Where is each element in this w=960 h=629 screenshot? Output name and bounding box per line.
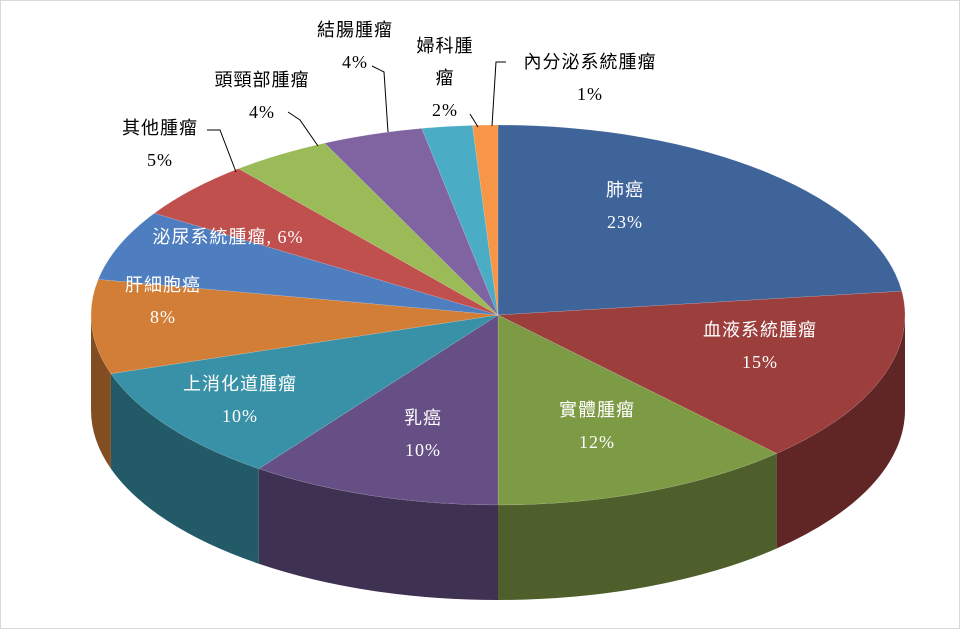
label-value: 12% — [579, 432, 615, 452]
data-label: 肝細胞癌 8% — [125, 269, 201, 333]
slice-side — [258, 468, 498, 600]
slice-top — [421, 125, 499, 316]
data-label: 血液系統腫瘤 15% — [703, 314, 817, 378]
slice-top — [110, 314, 499, 469]
data-label: 實體腫瘤 12% — [559, 394, 635, 458]
data-label: 泌尿系統腫瘤, 6% — [153, 221, 304, 253]
label-name: 結腸腫瘤 — [317, 20, 393, 40]
label-value: 6% — [277, 227, 304, 247]
label-value: 23% — [607, 212, 643, 232]
data-label: 頭頸部腫瘤 4% — [215, 64, 310, 128]
pie-slice — [497, 124, 903, 316]
slice-top — [153, 168, 499, 316]
slice-top — [497, 290, 906, 454]
data-label: 上消化道腫瘤 10% — [183, 368, 297, 432]
pie-slice — [97, 212, 499, 316]
leader-line — [371, 65, 389, 133]
slice-top — [97, 212, 499, 316]
pie-slice — [110, 314, 499, 564]
pie-slice — [237, 142, 499, 316]
label-name: 血液系統腫瘤 — [703, 320, 817, 340]
pie-slice — [497, 290, 906, 549]
data-label: 肺癌 23% — [606, 174, 644, 238]
pie-slice — [258, 314, 499, 600]
slice-top — [237, 142, 499, 316]
label-name: 內分泌系統腫瘤 — [523, 52, 657, 72]
label-value: 10% — [222, 406, 258, 426]
slice-top — [497, 314, 778, 506]
label-value: 5% — [147, 150, 173, 170]
pie-slice — [497, 314, 778, 600]
label-name: 泌尿系統腫瘤 — [152, 227, 267, 247]
slice-side — [110, 373, 259, 564]
slice-side — [498, 453, 777, 600]
slice-top — [90, 279, 499, 374]
slice-side — [91, 315, 111, 469]
data-label: 其他腫瘤 5% — [122, 112, 198, 176]
pie-slice — [90, 279, 499, 469]
slice-top — [258, 314, 499, 506]
label-name: 上消化道腫瘤 — [183, 374, 297, 394]
slice-top — [324, 128, 499, 316]
leader-line — [491, 61, 506, 127]
pie-slice — [421, 125, 499, 316]
data-label: 婦科腫瘤 2% — [412, 30, 478, 126]
pie-slice — [153, 168, 499, 316]
label-value: 8% — [150, 307, 176, 327]
label-name: 肝細胞癌 — [125, 275, 201, 295]
label-value: 1% — [577, 84, 603, 104]
label-name: 乳癌 — [404, 408, 442, 428]
pie-slice — [472, 124, 499, 316]
leader-line — [287, 111, 319, 147]
label-value: 15% — [742, 352, 778, 372]
label-separator: , — [266, 227, 278, 247]
data-label: 乳癌 10% — [404, 402, 442, 466]
data-label: 內分泌系統腫瘤 1% — [524, 46, 657, 110]
label-value: 4% — [342, 52, 368, 72]
slice-top — [472, 124, 499, 316]
slice-top — [497, 124, 903, 316]
label-name: 頭頸部腫瘤 — [214, 70, 310, 90]
label-value: 10% — [405, 440, 441, 460]
data-label: 結腸腫瘤 4% — [317, 14, 393, 78]
label-value: 2% — [432, 100, 458, 120]
label-name: 其他腫瘤 — [122, 118, 198, 138]
leader-line — [207, 129, 237, 173]
label-name: 肺癌 — [606, 180, 644, 200]
label-value: 4% — [249, 102, 275, 122]
label-name: 婦科腫瘤 — [416, 36, 474, 88]
label-name: 實體腫瘤 — [559, 400, 635, 420]
slice-side — [776, 315, 905, 549]
leader-line — [469, 113, 479, 128]
pie-slice — [324, 128, 499, 316]
